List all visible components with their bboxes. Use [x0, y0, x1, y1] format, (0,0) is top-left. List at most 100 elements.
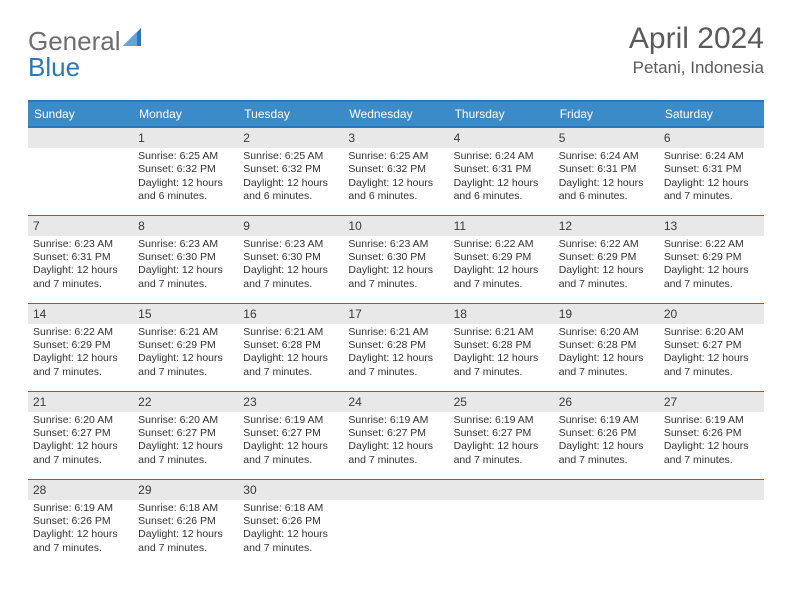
empty-day-bar	[449, 479, 554, 500]
sunrise-line: Sunrise: 6:23 AM	[138, 238, 233, 251]
calendar-cell: 8 Sunrise: 6:23 AMSunset: 6:30 PMDaylight…	[133, 215, 238, 303]
day-details: Sunrise: 6:22 AMSunset: 6:29 PMDaylight:…	[659, 236, 764, 296]
daylight-line-2: and 7 minutes.	[138, 454, 233, 467]
sunset-line: Sunset: 6:31 PM	[454, 163, 549, 176]
sunrise-line: Sunrise: 6:22 AM	[664, 238, 759, 251]
daylight-line-2: and 7 minutes.	[454, 366, 549, 379]
daylight-line-2: and 7 minutes.	[243, 366, 338, 379]
calendar-cell: 21Sunrise: 6:20 AMSunset: 6:27 PMDayligh…	[28, 391, 133, 479]
day-details: Sunrise: 6:23 AMSunset: 6:30 PMDaylight:…	[238, 236, 343, 296]
empty-day-bar	[659, 479, 764, 500]
day-number: 14	[28, 303, 133, 324]
daylight-line-1: Daylight: 12 hours	[138, 177, 233, 190]
empty-day-bar	[28, 127, 133, 148]
sunset-line: Sunset: 6:31 PM	[664, 163, 759, 176]
daylight-line-2: and 7 minutes.	[454, 454, 549, 467]
daylight-line-1: Daylight: 12 hours	[664, 440, 759, 453]
sunset-line: Sunset: 6:30 PM	[348, 251, 443, 264]
calendar-cell	[28, 127, 133, 215]
calendar-cell: 2Sunrise: 6:25 AMSunset: 6:32 PMDaylight…	[238, 127, 343, 215]
day-number: 30	[238, 479, 343, 500]
sunrise-line: Sunrise: 6:23 AM	[348, 238, 443, 251]
day-number: 13	[659, 215, 764, 236]
day-details: Sunrise: 6:22 AMSunset: 6:29 PMDaylight:…	[554, 236, 659, 296]
day-details: Sunrise: 6:19 AMSunset: 6:26 PMDaylight:…	[28, 500, 133, 560]
sunrise-line: Sunrise: 6:18 AM	[138, 502, 233, 515]
calendar-cell: 29Sunrise: 6:18 AMSunset: 6:26 PMDayligh…	[133, 479, 238, 567]
calendar-cell: 5Sunrise: 6:24 AMSunset: 6:31 PMDaylight…	[554, 127, 659, 215]
sunrise-line: Sunrise: 6:19 AM	[454, 414, 549, 427]
sunset-line: Sunset: 6:28 PM	[243, 339, 338, 352]
day-number: 1	[133, 127, 238, 148]
day-details: Sunrise: 6:20 AMSunset: 6:27 PMDaylight:…	[28, 412, 133, 472]
brand-part2: Blue	[28, 52, 80, 82]
daylight-line-1: Daylight: 12 hours	[559, 177, 654, 190]
header: General Blue April 2024 Petani, Indonesi…	[0, 0, 792, 92]
day-number: 20	[659, 303, 764, 324]
day-details: Sunrise: 6:19 AMSunset: 6:27 PMDaylight:…	[238, 412, 343, 472]
daylight-line-2: and 7 minutes.	[243, 454, 338, 467]
sunrise-line: Sunrise: 6:20 AM	[33, 414, 128, 427]
sunset-line: Sunset: 6:28 PM	[559, 339, 654, 352]
calendar: Sunday Monday Tuesday Wednesday Thursday…	[28, 100, 764, 567]
sunset-line: Sunset: 6:26 PM	[138, 515, 233, 528]
day-details: Sunrise: 6:20 AMSunset: 6:27 PMDaylight:…	[659, 324, 764, 384]
day-details: Sunrise: 6:19 AMSunset: 6:26 PMDaylight:…	[659, 412, 764, 472]
sunrise-line: Sunrise: 6:20 AM	[559, 326, 654, 339]
day-number: 8	[133, 215, 238, 236]
calendar-cell: 19Sunrise: 6:20 AMSunset: 6:28 PMDayligh…	[554, 303, 659, 391]
daylight-line-2: and 7 minutes.	[664, 278, 759, 291]
day-number: 4	[449, 127, 554, 148]
daylight-line-1: Daylight: 12 hours	[664, 264, 759, 277]
calendar-cell: 6Sunrise: 6:24 AMSunset: 6:31 PMDaylight…	[659, 127, 764, 215]
daylight-line-1: Daylight: 12 hours	[33, 264, 128, 277]
daylight-line-1: Daylight: 12 hours	[454, 440, 549, 453]
day-number: 6	[659, 127, 764, 148]
daylight-line-1: Daylight: 12 hours	[138, 264, 233, 277]
daylight-line-1: Daylight: 12 hours	[559, 352, 654, 365]
daylight-line-1: Daylight: 12 hours	[33, 440, 128, 453]
sunrise-line: Sunrise: 6:19 AM	[243, 414, 338, 427]
sunrise-line: Sunrise: 6:20 AM	[664, 326, 759, 339]
calendar-cell	[659, 479, 764, 567]
sunrise-line: Sunrise: 6:21 AM	[138, 326, 233, 339]
daylight-line-2: and 6 minutes.	[138, 190, 233, 203]
day-number: 7	[28, 215, 133, 236]
day-details: Sunrise: 6:19 AMSunset: 6:27 PMDaylight:…	[449, 412, 554, 472]
sunset-line: Sunset: 6:32 PM	[138, 163, 233, 176]
calendar-row: 7Sunrise: 6:23 AMSunset: 6:31 PMDaylight…	[28, 215, 764, 303]
day-details: Sunrise: 6:24 AMSunset: 6:31 PMDaylight:…	[449, 148, 554, 208]
weekday-header: Friday	[554, 101, 659, 127]
weekday-header: Tuesday	[238, 101, 343, 127]
sunrise-line: Sunrise: 6:18 AM	[243, 502, 338, 515]
sunset-line: Sunset: 6:30 PM	[138, 251, 233, 264]
daylight-line-1: Daylight: 12 hours	[348, 264, 443, 277]
daylight-line-2: and 7 minutes.	[664, 366, 759, 379]
sunset-line: Sunset: 6:27 PM	[138, 427, 233, 440]
day-details: Sunrise: 6:19 AMSunset: 6:26 PMDaylight:…	[554, 412, 659, 472]
day-number: 22	[133, 391, 238, 412]
day-details: Sunrise: 6:22 AMSunset: 6:29 PMDaylight:…	[28, 324, 133, 384]
day-details: Sunrise: 6:25 AMSunset: 6:32 PMDaylight:…	[343, 148, 448, 208]
day-details: Sunrise: 6:20 AMSunset: 6:28 PMDaylight:…	[554, 324, 659, 384]
day-details: Sunrise: 6:21 AMSunset: 6:28 PMDaylight:…	[238, 324, 343, 384]
calendar-cell: 12Sunrise: 6:22 AMSunset: 6:29 PMDayligh…	[554, 215, 659, 303]
day-number: 5	[554, 127, 659, 148]
day-number: 12	[554, 215, 659, 236]
daylight-line-2: and 7 minutes.	[664, 190, 759, 203]
day-number: 24	[343, 391, 448, 412]
daylight-line-1: Daylight: 12 hours	[559, 440, 654, 453]
sunrise-line: Sunrise: 6:24 AM	[664, 150, 759, 163]
weekday-header: Monday	[133, 101, 238, 127]
sunrise-line: Sunrise: 6:22 AM	[33, 326, 128, 339]
calendar-cell: 14Sunrise: 6:22 AMSunset: 6:29 PMDayligh…	[28, 303, 133, 391]
sunset-line: Sunset: 6:29 PM	[664, 251, 759, 264]
day-details: Sunrise: 6:24 AMSunset: 6:31 PMDaylight:…	[554, 148, 659, 208]
title-block: April 2024 Petani, Indonesia	[629, 22, 764, 78]
sunset-line: Sunset: 6:28 PM	[454, 339, 549, 352]
daylight-line-1: Daylight: 12 hours	[348, 440, 443, 453]
calendar-cell: 26Sunrise: 6:19 AMSunset: 6:26 PMDayligh…	[554, 391, 659, 479]
sunset-line: Sunset: 6:29 PM	[138, 339, 233, 352]
page-title: April 2024	[629, 22, 764, 56]
calendar-cell: 25Sunrise: 6:19 AMSunset: 6:27 PMDayligh…	[449, 391, 554, 479]
